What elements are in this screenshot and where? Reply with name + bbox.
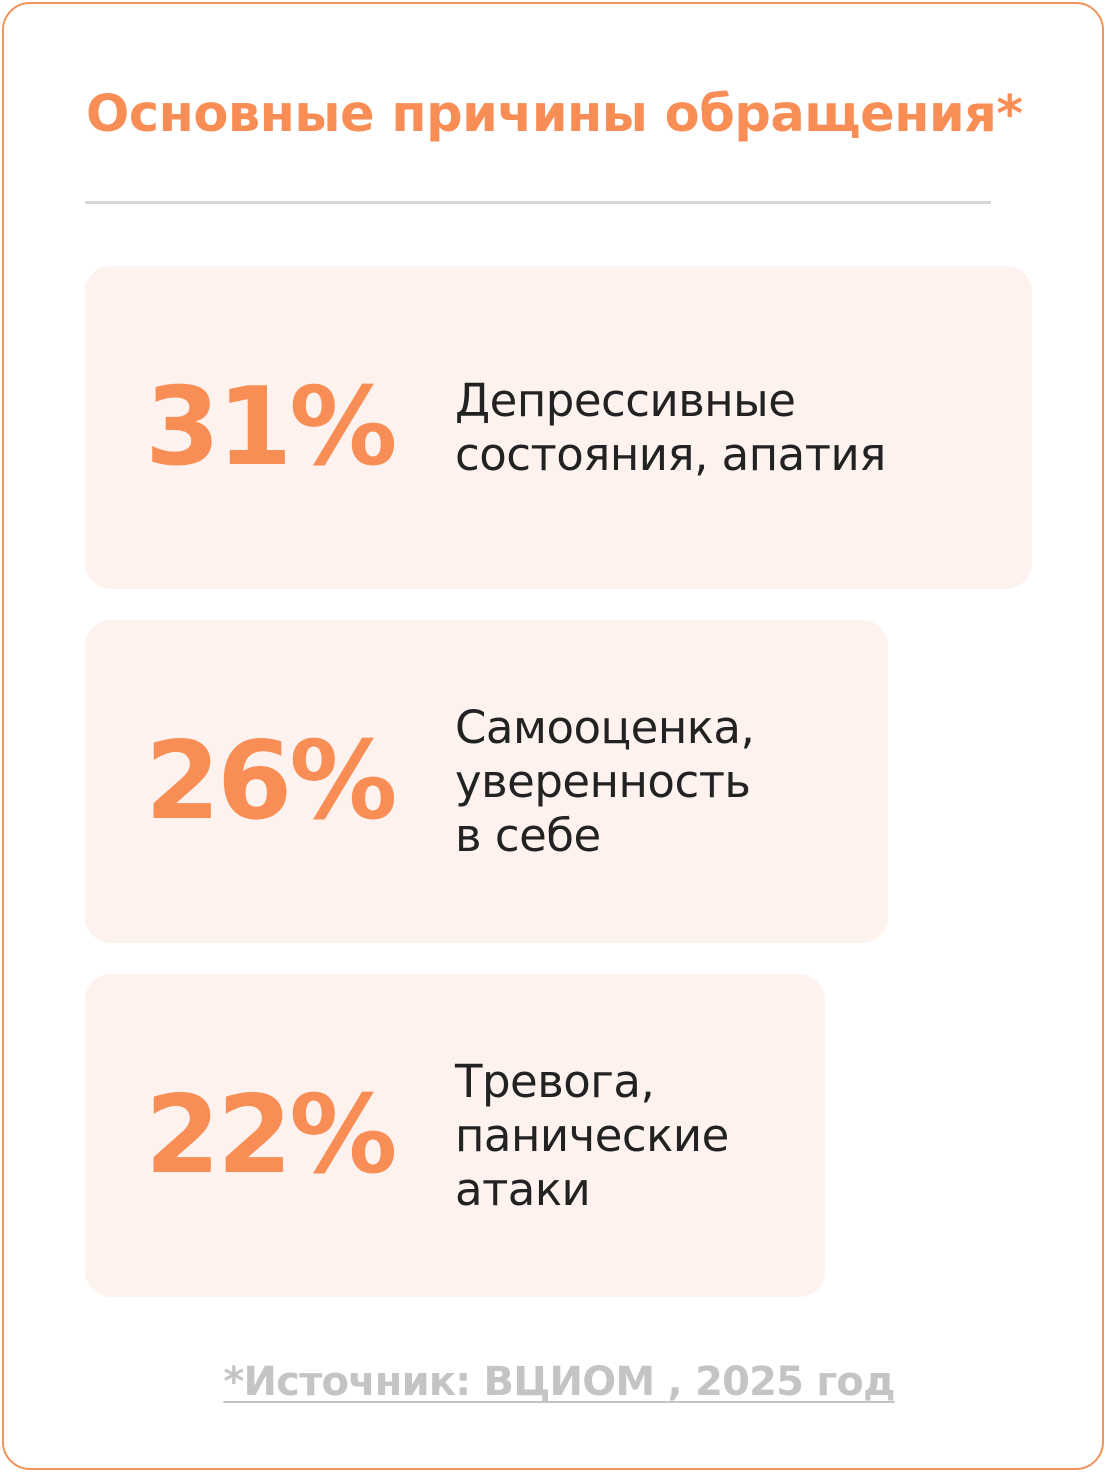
stat-label: Тревога, панические атаки: [455, 1055, 729, 1217]
stat-value: 22%: [145, 1072, 398, 1198]
title-divider: [85, 201, 991, 204]
source-link[interactable]: *Источник: ВЦИОМ , 2025 год: [223, 1359, 895, 1405]
stat-card-self-esteem: 26% Самооценка, уверенность в себе: [85, 620, 888, 943]
page-title: Основные причины обращения*: [86, 85, 1023, 144]
stat-card-depression: 31% Депрессивные состояния, апатия: [85, 266, 1032, 589]
stat-label-line: Депрессивные: [455, 373, 796, 427]
stat-value: 31%: [145, 364, 398, 490]
stat-label-line: Тревога,: [455, 1054, 655, 1108]
stat-label: Депрессивные состояния, апатия: [455, 374, 886, 482]
stat-label-line: состояния, апатия: [455, 427, 886, 481]
stat-label: Самооценка, уверенность в себе: [455, 700, 755, 863]
stat-label-line: атаки: [455, 1162, 591, 1216]
stat-label-line: уверенность: [455, 754, 751, 808]
stat-value: 26%: [145, 718, 398, 844]
stat-label-line: Самооценка,: [455, 700, 755, 754]
stat-card-anxiety: 22% Тревога, панические атаки: [85, 974, 825, 1297]
stat-label-line: панические: [455, 1108, 729, 1162]
source-note: *Источник: ВЦИОМ , 2025 год: [4, 1354, 1110, 1410]
stat-label-line: в себе: [455, 808, 601, 862]
